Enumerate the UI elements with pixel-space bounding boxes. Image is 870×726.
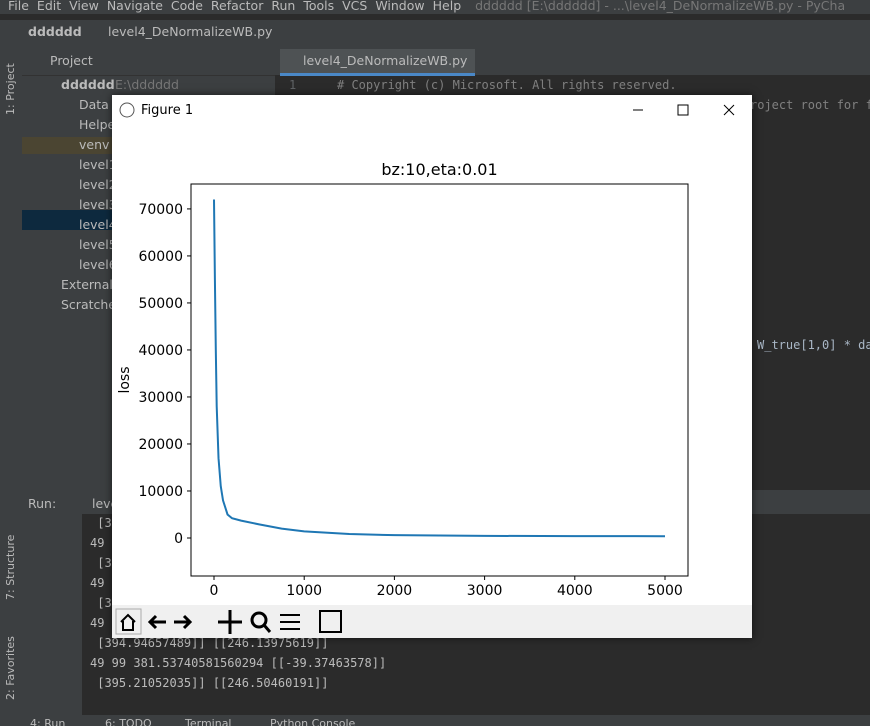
tree-item[interactable]: Scratche — [61, 297, 116, 312]
figure-titlebar: Figure 1 — [112, 95, 752, 125]
tree-item[interactable]: Helpe — [79, 117, 116, 132]
tree-item[interactable]: level2 — [79, 177, 117, 192]
code-comment: roject root for f — [750, 98, 870, 112]
menu-item[interactable]: Tools — [303, 0, 335, 13]
project-header — [22, 45, 275, 76]
menu-item[interactable]: Window — [375, 0, 425, 13]
window-controls — [119, 102, 735, 118]
menu-item[interactable]: View — [69, 0, 99, 13]
breadcrumb-project[interactable]: dddddd — [28, 24, 82, 39]
run-label: Run: — [28, 496, 57, 511]
pan-button[interactable] — [218, 610, 242, 634]
save-button[interactable] — [319, 610, 342, 633]
y-tick-label: 20000 — [138, 437, 183, 453]
tree-item[interactable]: level1 — [79, 157, 117, 172]
x-tick-label: 3000 — [467, 583, 503, 599]
code-line: W_true[1,0] * dat — [757, 338, 870, 352]
breadcrumb-file[interactable]: level4_DeNormalizeWB.py — [108, 24, 273, 39]
tree-item[interactable]: External — [61, 277, 113, 292]
y-tick-label: 40000 — [138, 343, 183, 359]
chart-title: bz:10,eta:0.01 — [381, 160, 497, 179]
menu-item[interactable]: Edit — [36, 0, 62, 13]
menu-item[interactable]: Refactor — [210, 0, 264, 13]
console-line: 49 — [90, 616, 105, 630]
y-tick-label: 10000 — [138, 484, 183, 500]
code-comment: # Copyright (c) Microsoft. All rights re… — [337, 78, 677, 92]
run-tab[interactable]: leve — [92, 496, 119, 511]
menu-item[interactable]: Code — [170, 0, 203, 13]
figure-title: Figure 1 — [141, 103, 194, 118]
console-line: 49 — [90, 576, 105, 590]
maximize[interactable] — [677, 104, 689, 116]
tool-strip: 1: Project 7: Structure 2: Favorites — [0, 45, 22, 715]
side-tab[interactable]: 2: Favorites — [4, 636, 17, 700]
app-icon — [119, 102, 135, 118]
console-line: [395.21052035]] [[246.50460191]] — [90, 676, 329, 690]
tree-root[interactable]: dddddd — [61, 77, 115, 92]
menu-item[interactable]: Run — [271, 0, 296, 13]
console-line: [394.94657489]] [[246.13975619]] — [90, 636, 329, 650]
figure-window: Figure 1 bz:10,eta:0.01iterationloss0100… — [112, 95, 752, 638]
y-tick-label: 30000 — [138, 390, 183, 406]
axes-frame — [190, 183, 689, 577]
menu-item[interactable]: Help — [432, 0, 462, 13]
menu-item[interactable]: VCS — [342, 0, 368, 13]
y-tick-label: 50000 — [138, 296, 183, 312]
x-tick-label: 0 — [210, 583, 219, 599]
tree-item[interactable]: level6 — [79, 257, 117, 272]
console-line: 49 — [90, 536, 105, 550]
x-tick-label: 4000 — [557, 583, 593, 599]
toolbar-icons — [115, 608, 342, 635]
y-tick-label: 70000 — [138, 202, 183, 218]
side-tab[interactable]: 1: Project — [4, 63, 17, 115]
loss-line — [213, 199, 666, 538]
tree-item[interactable]: level5 — [79, 237, 117, 252]
zoom-handle — [262, 624, 272, 633]
editor-tab-label[interactable]: level4_DeNormalizeWB.py — [303, 53, 468, 68]
console-line: [3 — [90, 516, 112, 530]
menu-item[interactable]: File — [8, 0, 29, 13]
tree-item[interactable]: level4 — [79, 217, 117, 232]
home-button[interactable] — [115, 608, 142, 635]
bottom-tab[interactable]: 4: Run — [30, 717, 66, 726]
close[interactable] — [723, 104, 735, 116]
console-line: [3 — [90, 556, 112, 570]
menu-item[interactable]: Navigate — [106, 0, 163, 13]
configure-button[interactable] — [280, 614, 300, 630]
tree-root-path: E:\dddddd — [115, 77, 179, 92]
tree-item[interactable]: venv — [79, 137, 110, 152]
chart: bz:10,eta:0.01iterationloss0100020003000… — [117, 160, 689, 599]
home-icon — [120, 613, 136, 631]
tree-item[interactable]: level3 — [79, 197, 117, 212]
window-title: dddddd [E:\dddddd] - ...\level4_DeNormal… — [475, 0, 846, 13]
breadcrumb-bar: dddddd level4_DeNormalizeWB.py — [0, 20, 870, 46]
forward-button[interactable] — [174, 614, 193, 630]
y-tick-label: 60000 — [138, 249, 183, 265]
bottom-tool-bar: 4: Run 6: TODO Terminal Python Console — [0, 715, 870, 726]
editor-tab[interactable] — [280, 49, 475, 76]
line-number: 1 — [289, 78, 297, 92]
tree-item[interactable]: Data — [79, 97, 109, 112]
figure-toolbar — [112, 605, 752, 638]
side-tab[interactable]: 7: Structure — [4, 534, 17, 600]
bottom-tab[interactable]: 6: TODO — [105, 717, 152, 726]
zoom-button[interactable] — [250, 611, 268, 629]
y-tick-label: 0 — [174, 531, 183, 547]
menu-bar: File Edit View Navigate Code Refactor Run Tools… — [0, 0, 870, 14]
y-axis-label: loss — [117, 366, 133, 393]
x-tick-label: 2000 — [377, 583, 413, 599]
bottom-tab[interactable]: Terminal — [185, 717, 232, 726]
back-button[interactable] — [147, 614, 166, 630]
console-line: 49 99 381.53740581560294 [[-39.37463578]… — [90, 656, 387, 670]
x-tick-label: 5000 — [647, 583, 683, 599]
bottom-tab[interactable]: Python Console — [270, 717, 356, 726]
project-title[interactable]: Project — [50, 53, 93, 68]
run-toolbar — [22, 514, 82, 715]
x-tick-label: 1000 — [286, 583, 322, 599]
console-line: [3 — [90, 596, 112, 610]
